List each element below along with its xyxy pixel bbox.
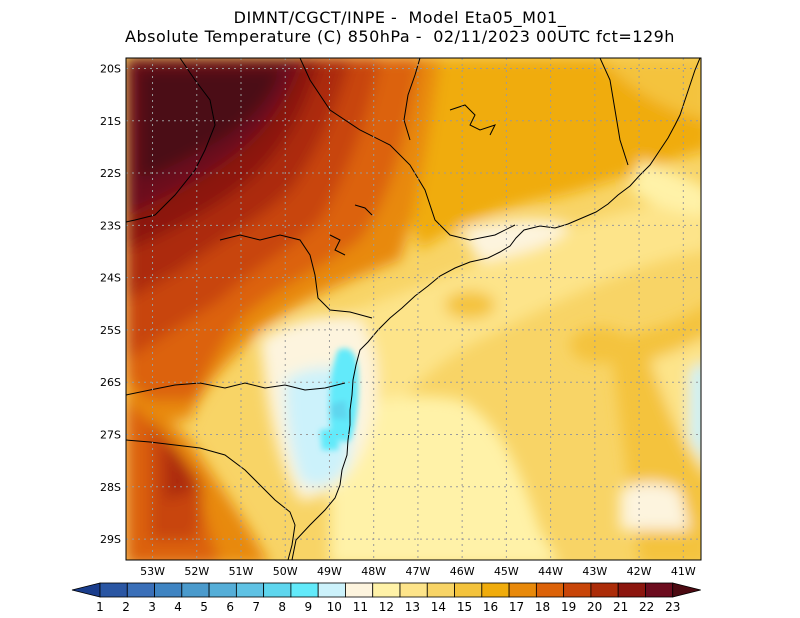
lon-tick-label: 45W xyxy=(494,565,519,578)
colorbar-swatch xyxy=(399,582,428,598)
lat-tick-label: 23S xyxy=(100,219,121,232)
lat-tick-label: 20S xyxy=(100,62,121,75)
lat-tick-label: 26S xyxy=(100,376,121,389)
lon-tick-label: 50W xyxy=(273,565,298,578)
colorbar-swatch xyxy=(126,582,155,598)
colorbar-label: 16 xyxy=(483,600,498,614)
colorbar-label: 14 xyxy=(431,600,446,614)
coastline-and-borders xyxy=(126,58,701,560)
colorbar-swatch xyxy=(563,582,592,598)
colorbar-label: 22 xyxy=(639,600,654,614)
colorbar-label: 13 xyxy=(405,600,420,614)
lon-tick-label: 52W xyxy=(184,565,209,578)
lon-tick-label: 41W xyxy=(671,565,696,578)
lat-tick-label: 24S xyxy=(100,272,121,285)
colorbar-low-arrow xyxy=(71,582,101,598)
colorbar-swatch xyxy=(99,582,128,598)
colorbar-swatch xyxy=(263,582,292,598)
colorbar-label: 8 xyxy=(278,600,286,614)
lat-tick-label: 28S xyxy=(100,481,121,494)
colorbar-label: 1 xyxy=(96,600,104,614)
colorbar: 1 2 3 4 5 6 7 8 9 10 11 12 13 14 15 16 17 18 19 20 21 22 23 xyxy=(71,582,701,614)
colorbar-label: 7 xyxy=(252,600,260,614)
colorbar-label: 12 xyxy=(379,600,394,614)
colorbar-swatch xyxy=(454,582,483,598)
colorbar-label: 9 xyxy=(304,600,312,614)
lon-tick-label: 47W xyxy=(405,565,430,578)
colorbar-high-arrow xyxy=(672,582,701,598)
lat-tick-label: 21S xyxy=(100,115,121,128)
colorbar-swatch xyxy=(235,582,265,598)
lat-tick-label: 29S xyxy=(100,533,121,546)
colorbar-swatch xyxy=(508,582,537,598)
chart-title-line-1: DIMNT/CGCT/INPE - Model Eta05_M01_ xyxy=(233,8,567,27)
colorbar-label: 6 xyxy=(226,600,234,614)
colorbar-label: 2 xyxy=(122,600,130,614)
colorbar-swatch xyxy=(208,582,237,598)
lon-tick-label: 42W xyxy=(627,565,652,578)
colorbar-swatch xyxy=(317,582,346,598)
lon-tick-label: 44W xyxy=(538,565,563,578)
colorbar-label: 10 xyxy=(327,600,342,614)
colorbar-swatch xyxy=(481,582,510,598)
lat-tick-label: 22S xyxy=(100,167,121,180)
temperature-field xyxy=(126,58,701,560)
colorbar-label: 19 xyxy=(561,600,576,614)
colorbar-label: 3 xyxy=(148,600,156,614)
colorbar-label: 18 xyxy=(535,600,550,614)
chart-title-line-2: Absolute Temperature (C) 850hPa - 02/11/… xyxy=(125,27,675,46)
lon-tick-label: 48W xyxy=(361,565,386,578)
colorbar-swatch xyxy=(535,582,565,598)
colorbar-swatch xyxy=(617,582,646,598)
lon-tick-label: 46W xyxy=(450,565,475,578)
colorbar-swatch xyxy=(645,582,674,598)
colorbar-swatch xyxy=(290,582,319,598)
lon-tick-label: 53W xyxy=(140,565,165,578)
latitude-labels: 20S 21S 22S 23S 24S 25S 26S 27S 28S 29S xyxy=(100,62,121,546)
lon-tick-label: 49W xyxy=(317,565,342,578)
colorbar-label: 5 xyxy=(200,600,208,614)
colorbar-label: 4 xyxy=(174,600,182,614)
colorbar-swatch xyxy=(154,582,183,598)
colorbar-label: 15 xyxy=(457,600,472,614)
colorbar-swatch xyxy=(590,582,619,598)
colorbar-swatch xyxy=(426,582,455,598)
longitude-labels: 53W 52W 51W 50W 49W 48W 47W 46W 45W 44W 43W 42W 41W xyxy=(140,565,696,578)
colorbar-label: 20 xyxy=(587,600,602,614)
colorbar-swatch xyxy=(345,582,374,598)
lon-tick-label: 43W xyxy=(582,565,607,578)
colorbar-label: 21 xyxy=(613,600,628,614)
lat-tick-label: 27S xyxy=(100,429,121,442)
colorbar-label: 17 xyxy=(509,600,524,614)
colorbar-label: 11 xyxy=(353,600,368,614)
colorbar-swatch xyxy=(372,582,401,598)
lat-tick-label: 25S xyxy=(100,324,121,337)
map-frame xyxy=(125,57,702,561)
colorbar-swatch xyxy=(181,582,210,598)
lon-tick-label: 51W xyxy=(229,565,254,578)
colorbar-label: 23 xyxy=(665,600,680,614)
